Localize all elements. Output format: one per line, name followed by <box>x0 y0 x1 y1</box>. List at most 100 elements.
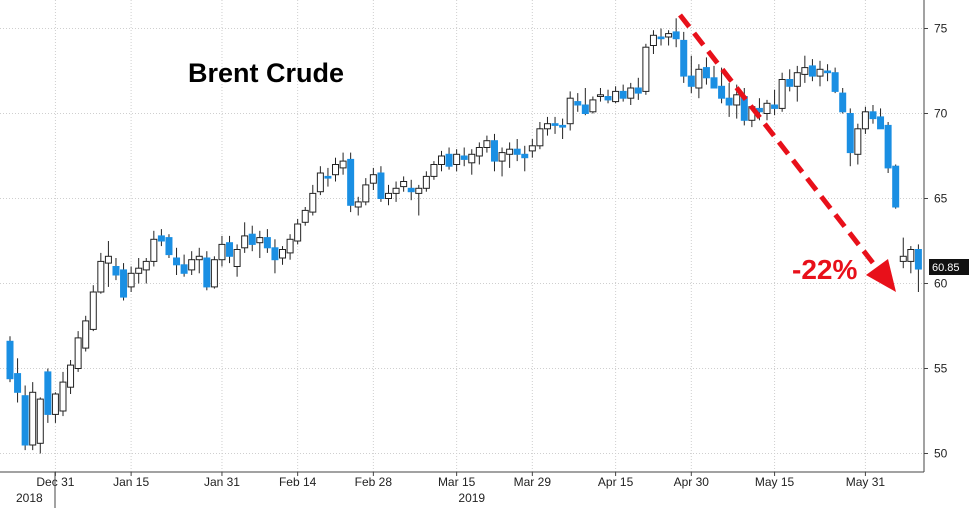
candle <box>332 157 340 182</box>
candle <box>468 149 476 175</box>
candle-body <box>687 75 695 87</box>
candle <box>839 88 847 114</box>
candle <box>14 358 22 403</box>
grid-lines <box>0 0 924 472</box>
candle-body <box>490 140 498 162</box>
candle <box>210 256 218 289</box>
candle <box>657 28 665 46</box>
year-label: 2018 <box>16 491 43 505</box>
candle <box>506 142 514 168</box>
candle-body <box>581 104 589 114</box>
candle <box>165 234 173 258</box>
candle <box>263 229 271 253</box>
candle-body <box>324 175 332 179</box>
candle <box>702 57 710 85</box>
candle <box>884 122 892 173</box>
candle <box>801 55 809 83</box>
candle-body <box>150 238 158 262</box>
candle-body <box>793 72 801 87</box>
candle-body <box>203 257 211 288</box>
candle <box>112 258 120 281</box>
candle <box>294 218 302 245</box>
candle-body <box>528 145 536 152</box>
y-tick-label: 75 <box>934 22 948 36</box>
candle <box>233 244 241 277</box>
change-annotation: -22% <box>792 254 857 285</box>
candle-body <box>301 209 309 223</box>
candle <box>188 251 196 275</box>
candle-body <box>672 31 680 40</box>
candle <box>634 77 642 100</box>
candle <box>347 152 355 213</box>
candle <box>150 230 158 267</box>
candle-body <box>816 68 824 77</box>
candle-body <box>445 153 453 167</box>
candle <box>127 266 135 292</box>
candle-body <box>271 247 279 261</box>
candle <box>142 258 150 284</box>
last-value-bg <box>929 259 969 275</box>
candle <box>324 167 332 187</box>
x-tick-label: Jan 31 <box>204 475 240 489</box>
candle-body <box>808 65 816 77</box>
y-tick-label: 70 <box>934 107 948 121</box>
candle-body <box>44 371 52 415</box>
candle <box>649 30 657 54</box>
candle <box>6 336 14 383</box>
candle-body <box>627 87 635 99</box>
candle <box>612 86 620 104</box>
candle-body <box>649 34 657 46</box>
candle <box>498 147 506 177</box>
candle <box>793 65 801 102</box>
candle-body <box>210 259 218 288</box>
candle <box>778 72 786 112</box>
candle <box>59 371 67 417</box>
candle-body <box>82 320 90 349</box>
x-tick-label: Feb 14 <box>279 475 317 489</box>
candle-body <box>589 99 597 113</box>
candle <box>173 247 181 275</box>
x-tick-label: Jan 15 <box>113 475 149 489</box>
candle-body <box>241 235 249 249</box>
candle <box>877 108 885 130</box>
candle <box>680 31 688 83</box>
candle-body <box>21 395 29 446</box>
candle <box>687 55 695 94</box>
candle-body <box>332 164 340 176</box>
candle-body <box>877 116 885 130</box>
candle-body <box>861 111 869 130</box>
candle <box>521 145 529 172</box>
candle-body <box>695 68 703 89</box>
candle <box>104 241 112 287</box>
x-tick-label: Mar 15 <box>438 475 476 489</box>
candle-body <box>596 94 604 98</box>
candle <box>786 69 794 92</box>
candle-body <box>263 237 271 249</box>
candle <box>218 235 226 267</box>
candle-body <box>551 123 559 126</box>
y-tick-label: 55 <box>934 362 948 376</box>
candle-body <box>89 291 97 330</box>
x-tick-label: May 15 <box>755 475 795 489</box>
candle <box>74 331 82 372</box>
candle-body <box>29 391 37 446</box>
candle <box>362 178 370 206</box>
candle <box>89 285 97 332</box>
candle <box>907 246 915 274</box>
candle-body <box>362 184 370 203</box>
candle <box>422 171 430 192</box>
x-tick-label: Feb 28 <box>355 475 393 489</box>
candle <box>831 67 839 94</box>
candle <box>430 161 438 180</box>
candle <box>437 150 445 172</box>
candle <box>559 118 567 139</box>
candle <box>400 176 408 192</box>
candle-body <box>642 46 650 92</box>
candle-body <box>415 187 423 194</box>
candle-body <box>127 272 135 288</box>
candle-body <box>173 257 181 266</box>
trend-arrow-line <box>678 13 882 274</box>
candle-body <box>884 124 892 169</box>
candle-body <box>256 237 264 244</box>
